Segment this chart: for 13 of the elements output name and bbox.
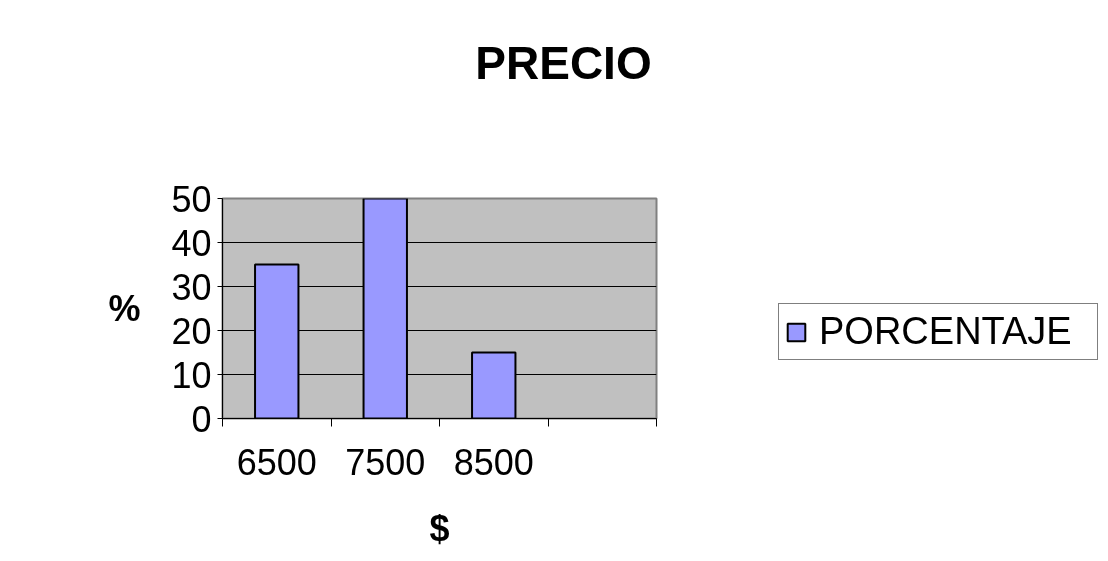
x-tick-label: 6500 [236,441,317,483]
x-tick-label: 8500 [453,441,534,483]
legend-label: PORCENTAJE [819,310,1073,353]
y-tick-label: 20 [171,310,212,352]
y-tick-label: 0 [191,398,212,440]
y-axis-title: % [108,288,141,329]
y-tick-label: 30 [171,266,212,308]
y-tick-label: 40 [171,222,212,264]
x-axis-title: $ [429,507,450,549]
y-tick-label: 10 [171,354,212,396]
chart-title: PRECIO [475,36,652,89]
y-tick-label: 50 [171,178,212,220]
x-tick-label: 7500 [345,441,426,483]
